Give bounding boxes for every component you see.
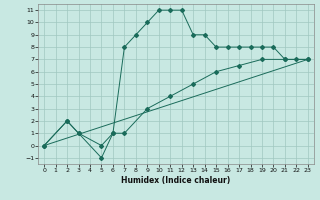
X-axis label: Humidex (Indice chaleur): Humidex (Indice chaleur) [121,176,231,185]
